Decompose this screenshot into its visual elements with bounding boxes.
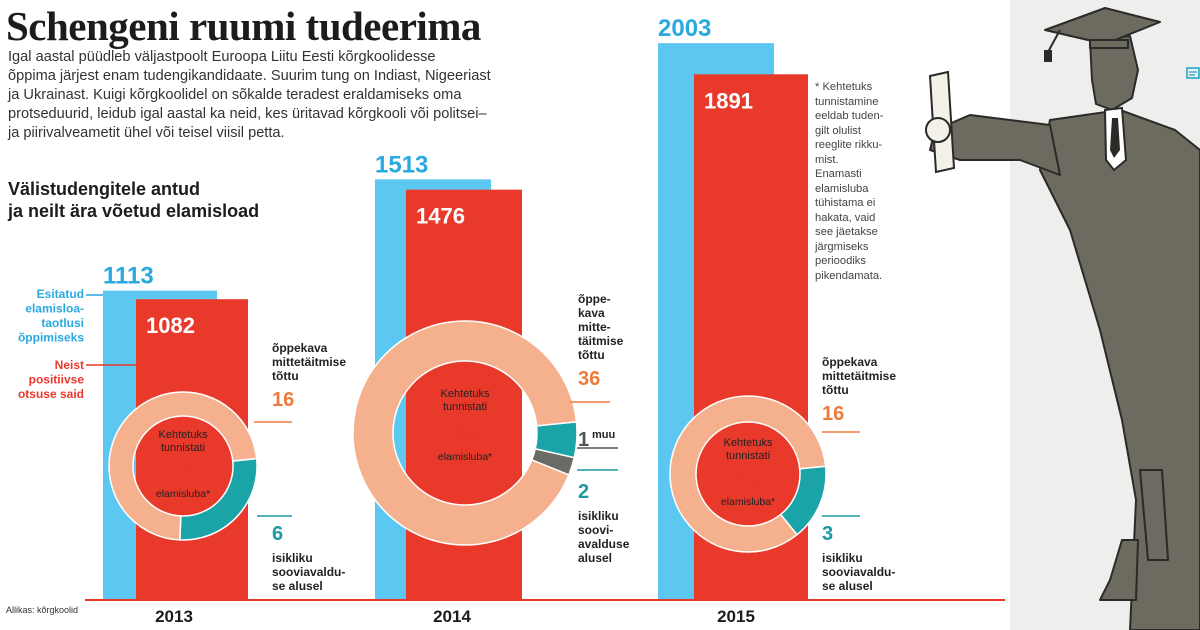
footnote-line: pikendamata.	[815, 269, 883, 282]
value-label-applied-2014: 1513	[375, 151, 428, 178]
donut-slice-2015-study	[669, 395, 827, 553]
value-label-positive-2014: 1476	[416, 204, 465, 229]
footnote-line: reeglite rikku-	[815, 139, 883, 151]
intro-line: ja piirivalveametit ühel või teisel viis…	[8, 125, 285, 141]
segment-label-2014-study: kava	[578, 306, 605, 320]
donut-center-label-2015: tunnistati	[726, 450, 770, 462]
segment-label-2014-personal: isikliku	[578, 509, 619, 523]
footnote-line: Enamasti	[815, 168, 862, 180]
footnote-line: * Kehtetuks	[815, 81, 873, 93]
segment-label-2015-personal: sooviavaldu-	[822, 565, 895, 579]
intro-line: Igal aastal püüdleb väljastpoolt Euroopa…	[8, 49, 436, 65]
footnote-line: perioodiks	[815, 255, 866, 267]
donut-total-2013: 22	[171, 462, 195, 487]
legend-positive-line: Neist	[55, 358, 84, 372]
bar-positive-2013	[136, 299, 248, 600]
segment-value-2015-personal: 3	[822, 523, 833, 545]
value-label-applied-2013: 1113	[103, 263, 154, 290]
segment-label-2014-study: täitmise	[578, 334, 624, 348]
footnote: * Kehtetuks tunnistamine eeldab tuden- g…	[815, 80, 925, 283]
donut-center-label-2013: tunnistati	[161, 442, 205, 454]
segment-value-2014-study: 36	[578, 368, 600, 390]
segment-label-2014-other: muu	[592, 429, 615, 441]
segment-label-2013-personal: sooviavaldu-	[272, 565, 345, 579]
donut-total-2014: 39	[452, 422, 479, 449]
intro-line: ja Ukrainast. Kuigi kõrgkoolidel on sõka…	[8, 87, 462, 103]
segment-label-2014-study: õppe-	[578, 292, 611, 306]
x-tick-label-2015: 2015	[717, 607, 755, 626]
footnote-line: gilt olulist	[815, 124, 862, 137]
footnote-line: hakata, vaid	[815, 211, 876, 224]
legend-applied-line: Esitatud	[37, 287, 84, 301]
segment-label-2013-study: tõttu	[272, 369, 299, 383]
segment-label-2014-study: tõttu	[578, 348, 605, 362]
footnote-line: järgmiseks	[815, 240, 869, 253]
footnote-line: tühistama ei	[815, 197, 876, 209]
donut-center-label-2015: Kehtetuks	[724, 437, 773, 449]
segment-label-2015-study: mittetäitmise	[822, 369, 896, 383]
subtitle-line: ja neilt ära võetud elamisload	[8, 201, 260, 221]
donut-slice-2013-study	[108, 391, 258, 541]
legend-positive-line: otsuse said	[18, 387, 84, 401]
segment-label-2013-personal: isikliku	[272, 551, 313, 565]
footnote-line: elamisluba	[815, 182, 869, 195]
intro-line: õppima järjest enam tudengikandidaate. S…	[8, 68, 491, 84]
value-label-positive-2013: 1082	[146, 313, 195, 338]
footnote-line: see jäetakse	[815, 226, 878, 238]
segment-label-2013-study: mittetäitmise	[272, 355, 346, 369]
donut-center-unit-2015: elamisluba*	[721, 496, 775, 508]
segment-label-2014-study: mitte-	[578, 320, 611, 334]
donut-center-label-2013: Kehtetuks	[159, 429, 208, 441]
donut-total-2015: 19	[736, 470, 760, 495]
source-note: Allikas: kõrgkoolid	[6, 605, 79, 615]
x-tick-label-2013: 2013	[155, 607, 193, 626]
x-tick-label-2014: 2014	[433, 607, 471, 626]
footnote-line: mist.	[815, 153, 839, 166]
segment-label-2015-personal: se alusel	[822, 579, 873, 593]
segment-value-2014-other: 1	[578, 429, 589, 451]
footnote-line: eeldab tuden-	[815, 110, 884, 122]
graduate-illustration	[925, 0, 1200, 630]
page-title: Schengeni ruumi tudeerima	[6, 3, 481, 49]
segment-label-2013-personal: se alusel	[272, 579, 323, 593]
value-label-positive-2015: 1891	[704, 88, 753, 113]
legend-applied-line: õppimiseks	[18, 331, 84, 345]
donut-center-label-2014: Kehtetuks	[441, 388, 490, 400]
donut-slice-2014-study	[352, 320, 578, 546]
intro-line: protseduurid, leidub igal aastal ka neid…	[8, 106, 487, 122]
chart-subtitle: Välistudengitele antud ja neilt ära võet…	[8, 178, 259, 222]
intro-text: Igal aastal püüdleb väljastpoolt Euroopa…	[8, 48, 568, 143]
segment-value-2013-personal: 6	[272, 523, 283, 545]
segment-label-2015-personal: isikliku	[822, 551, 863, 565]
segment-value-2014-personal: 2	[578, 481, 589, 503]
legend-positive-line: positiivse	[29, 373, 85, 387]
segment-label-2013-study: õppekava	[272, 341, 328, 355]
donut-center-label-2014: tunnistati	[443, 401, 487, 413]
legend-applied-line: taotlusi	[41, 316, 84, 330]
donut-center-unit-2014: elamisluba*	[438, 451, 492, 463]
subtitle-line: Välistudengitele antud	[8, 179, 201, 199]
legend-applied-line: elamisloa-	[25, 302, 84, 316]
segment-label-2014-personal: soovi-	[578, 523, 613, 537]
footnote-line: tunnistamine	[815, 95, 879, 108]
segment-value-2015-study: 16	[822, 403, 844, 425]
segment-label-2015-study: õppekava	[822, 355, 878, 369]
segment-label-2014-personal: avalduse	[578, 537, 630, 551]
info-icon	[1186, 67, 1200, 79]
segment-label-2015-study: tõttu	[822, 383, 849, 397]
donut-center-unit-2013: elamisluba*	[156, 488, 210, 500]
value-label-applied-2015: 2003	[658, 15, 711, 42]
segment-label-2014-personal: alusel	[578, 551, 612, 565]
segment-value-2013-study: 16	[272, 389, 294, 411]
